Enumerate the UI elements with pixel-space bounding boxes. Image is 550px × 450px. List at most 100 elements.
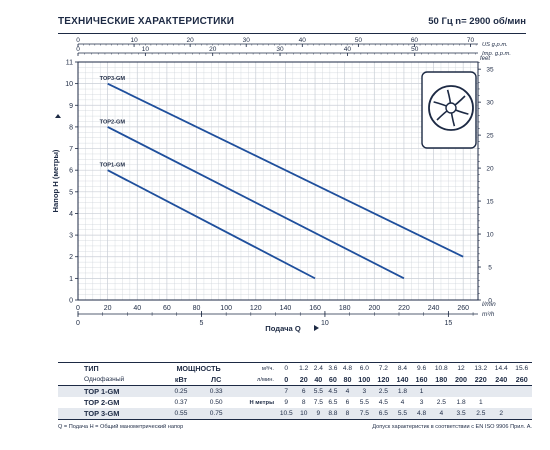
table-q-lmin: 80: [340, 374, 355, 386]
table-cell-h: 2.5: [436, 399, 446, 406]
table-row-model: TOP 1-GM: [58, 385, 164, 397]
table-cell-kw: 0.25: [163, 385, 199, 397]
right-axis-label: feet: [480, 56, 490, 62]
imp-gpm-tick-label: 10: [142, 46, 150, 53]
y-tick-label: 4: [69, 211, 73, 218]
table-cell-h: 1.8: [456, 399, 466, 406]
us-gpm-tick-label: 0: [76, 37, 80, 44]
table-cell-h: 1: [478, 399, 483, 406]
table-q-lmin: 180: [431, 374, 452, 386]
table-q-m3h: 8.4: [392, 362, 412, 374]
table-cell-h: 10: [296, 408, 312, 420]
table-cell-h: 1: [412, 385, 432, 397]
series-line: [107, 169, 316, 280]
y-tick-label: 2: [69, 254, 73, 261]
y-axis-label: Напор Н (метры): [51, 149, 60, 212]
m3h-tick-label: 15: [444, 320, 452, 327]
us-gpm-tick-label: 30: [243, 37, 251, 44]
series-label: TOP1-GM: [100, 163, 126, 169]
x-tick-label: 220: [398, 305, 410, 312]
table-cell-h: 8: [340, 408, 355, 420]
right-tick-label: 30: [486, 100, 494, 107]
table-cell-h: [491, 397, 511, 408]
plot-frame: [77, 61, 479, 301]
table-unit-q2: л/мин.: [233, 374, 277, 386]
table-q-lmin: 120: [373, 374, 393, 386]
table-cell-h: 6: [345, 399, 350, 406]
table-q-m3h: 9.6: [412, 362, 432, 374]
table-cell-h: 6: [296, 385, 312, 397]
table-row-model: TOP 3-GM: [58, 408, 164, 420]
footer-legend: Q = Подача H = Общий манометрический нап…: [58, 424, 184, 430]
imp-gpm-tick-label: 0: [76, 46, 80, 53]
table-head-power: МОЩНОСТЬ: [163, 362, 234, 374]
table-cell-h: 2.5: [373, 385, 393, 397]
table-cell-h: 3: [354, 385, 374, 397]
imp-gpm-tick-label: 20: [209, 46, 217, 53]
right-tick-label: 0: [488, 298, 492, 305]
us-gpm-tick-label: 50: [355, 37, 363, 44]
x-tick-label: 180: [339, 305, 351, 312]
y-tick-label: 7: [69, 146, 73, 153]
table-head-kw: кВт: [163, 374, 199, 386]
table-head-hp: ЛС: [198, 374, 234, 386]
imp-gpm-tick-label: 50: [411, 46, 419, 53]
performance-table: ТИП МОЩНОСТЬ м³/ч. 0 1.2 2.4 3.6 4.8 6.0…: [58, 362, 532, 420]
x-tick-label: 0: [76, 305, 80, 312]
right-tick-label: 5: [488, 265, 492, 272]
table-cell-h: [491, 385, 512, 397]
table-cell-h: 2: [491, 408, 512, 420]
us-gpm-unit: US g.p.m.: [482, 42, 508, 48]
table-q-lmin: 20: [296, 374, 312, 386]
y-tick-label: 6: [69, 168, 73, 175]
x-tick-label: 120: [250, 305, 262, 312]
table-row-model: TOP 2-GM: [84, 398, 120, 407]
table-cell-h: 7.5: [354, 408, 374, 420]
x-unit-label: l/min: [482, 301, 496, 308]
table-cell-h: [511, 385, 532, 397]
table-cell-hp: 0.75: [198, 408, 234, 420]
right-tick-label: 25: [486, 133, 494, 140]
x-tick-label: 200: [368, 305, 380, 312]
table-cell-h: 2.5: [470, 408, 491, 420]
x-tick-label: 100: [220, 305, 232, 312]
table-q-lmin: 0: [276, 374, 297, 386]
performance-chart: 0 1 2 3 4 5 6 7 8 9 10 11 Напор Н (метры) feet 0 5 10 15 2…: [51, 37, 511, 333]
table-cell-h: [511, 408, 532, 420]
table-unit-blank: [233, 385, 277, 397]
table-q-lmin: 260: [511, 374, 532, 386]
table-cell-h: 8: [301, 399, 306, 406]
m3h-tick-label: 0: [76, 320, 80, 327]
header-title: ТЕХНИЧЕСКИЕ ХАРАКТЕРИСТИКИ: [58, 16, 235, 27]
table-cell-h: 1.8: [392, 385, 412, 397]
y-tick-label: 0: [69, 298, 73, 305]
table-cell-h: 5.5: [311, 385, 326, 397]
table-q-lmin: 40: [311, 374, 326, 386]
table-cell-kw: 0.55: [163, 408, 199, 420]
page-header: ТЕХНИЧЕСКИЕ ХАРАКТЕРИСТИКИ 50 Гц n= 2900…: [58, 13, 526, 34]
table-cell-hp: 0.50: [209, 399, 223, 406]
table-q-lmin: 200: [451, 374, 471, 386]
table-q-m3h: 10.8: [431, 362, 452, 374]
table-cell-h: 5.5: [392, 408, 412, 420]
x-tick-label: 80: [193, 305, 201, 312]
x-tick-label: 60: [163, 305, 171, 312]
series-line: [107, 82, 464, 258]
table-q-m3h: 3.6: [325, 362, 341, 374]
table-cell-h: 10.5: [276, 408, 297, 420]
y-tick-label: 3: [69, 233, 73, 240]
impeller-hub: [445, 102, 457, 114]
table-cell-h: 4: [431, 408, 452, 420]
table-q-m3h: 6.0: [354, 362, 374, 374]
table-cell-h: 3.5: [451, 408, 471, 420]
footer-tolerance: Допуск характеристик в соответствии с EN…: [372, 424, 532, 430]
x-tick-label: 20: [104, 305, 112, 312]
x-axis-arrow-icon: [314, 325, 319, 331]
table-cell-h: [431, 385, 452, 397]
table-cell-h: 9: [311, 408, 326, 420]
table-cell-hp: 0.33: [198, 385, 234, 397]
x-tick-label: 140: [280, 305, 292, 312]
table-q-m3h: 14.4: [491, 362, 512, 374]
y-tick-label: 5: [69, 189, 73, 196]
table-cell-h: 7: [276, 385, 297, 397]
